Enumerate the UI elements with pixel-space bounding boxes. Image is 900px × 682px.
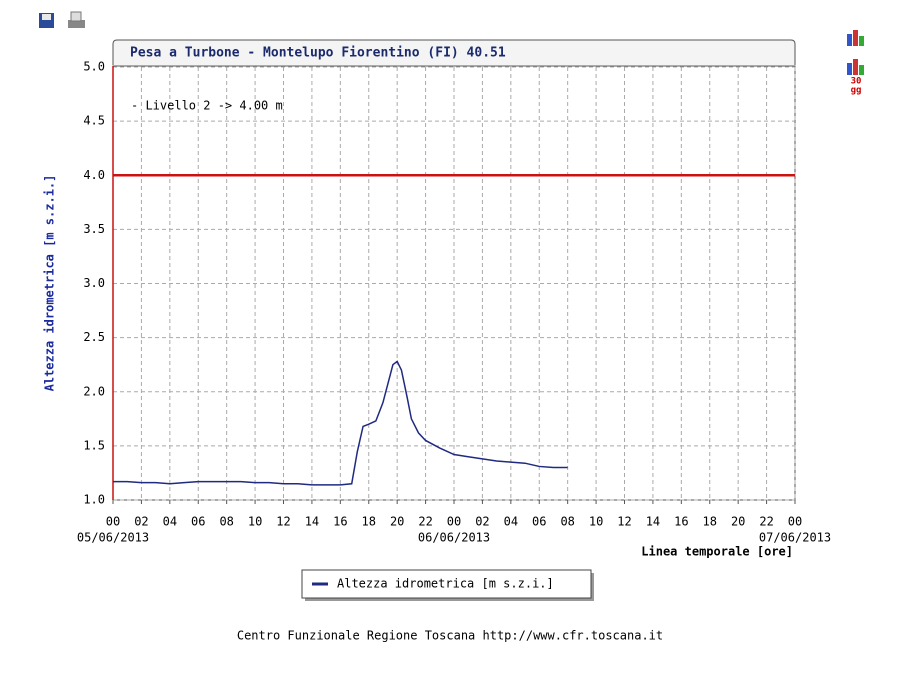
x-tick-label: 04: [504, 515, 518, 529]
y-tick-label: 1.0: [83, 493, 105, 507]
x-tick-label: 00: [447, 515, 461, 529]
print-icon-body: [68, 20, 85, 28]
y-tick-label: 5.0: [83, 60, 105, 74]
y-tick-label: 2.0: [83, 384, 105, 398]
print-icon[interactable]: [68, 11, 85, 28]
date-label: 07/06/2013: [759, 531, 831, 545]
legend-box: [301, 569, 592, 599]
x-tick-label: 08: [219, 515, 233, 529]
y-tick-label: 4.5: [83, 114, 105, 128]
icon-text: gg: [851, 86, 862, 96]
x-tick-label: 06: [191, 515, 205, 529]
title-box: [112, 39, 796, 65]
x-tick-label: 12: [617, 515, 631, 529]
x-tick-label: 18: [703, 515, 717, 529]
x-tick-label: 12: [276, 515, 290, 529]
x-tick-label: 20: [731, 515, 745, 529]
x-tick-label: 16: [674, 515, 688, 529]
x-tick-label: 22: [418, 515, 432, 529]
y-tick-label: 1.5: [83, 438, 105, 452]
chart-icon[interactable]: [847, 30, 864, 46]
x-tick-label: 08: [560, 515, 574, 529]
legend-label: Altezza idrometrica [m s.z.i.]: [337, 577, 554, 591]
icon-bar: [853, 59, 858, 75]
icon-bar: [859, 65, 864, 75]
y-axis-label: Altezza idrometrica [m s.z.i.]: [43, 175, 57, 392]
x-tick-label: 20: [390, 515, 404, 529]
x-tick-label: 16: [333, 515, 347, 529]
x-tick-label: 02: [134, 515, 148, 529]
save-icon-label: [42, 14, 51, 20]
icon-bar: [853, 30, 858, 46]
y-tick-label: 3.0: [83, 276, 105, 290]
x-tick-label: 02: [475, 515, 489, 529]
y-tick-label: 2.5: [83, 330, 105, 344]
icon-bar: [859, 36, 864, 46]
footer: Centro Funzionale Regione Toscana http:/…: [237, 629, 663, 643]
x-axis-label: Linea temporale [ore]: [641, 545, 793, 559]
icon-bar: [847, 34, 852, 46]
print-icon-paper: [70, 11, 82, 22]
x-tick-label: 00: [788, 515, 802, 529]
x-tick-label: 06: [532, 515, 546, 529]
date-label: 06/06/2013: [418, 531, 490, 545]
x-tick-label: 14: [646, 515, 660, 529]
icon-text: 30: [851, 77, 862, 87]
save-icon[interactable]: [39, 13, 54, 28]
chart-title: Pesa a Turbone - Montelupo Fiorentino (F…: [130, 46, 506, 61]
series-line: [113, 360, 568, 486]
x-tick-label: 22: [759, 515, 773, 529]
chart-30-icon[interactable]: 30 gg: [847, 59, 864, 96]
y-tick-label: 4.0: [83, 168, 105, 182]
x-tick-label: 18: [362, 515, 376, 529]
y-tick-label: 3.5: [83, 222, 105, 236]
x-tick-label: 00: [106, 515, 120, 529]
x-tick-label: 10: [248, 515, 262, 529]
date-label: 05/06/2013: [77, 531, 149, 545]
threshold-label: - Livello 2 -> 4.00 m: [131, 99, 283, 113]
x-tick-label: 10: [589, 515, 603, 529]
icon-bar: [847, 63, 852, 75]
x-tick-label: 04: [163, 515, 177, 529]
x-tick-label: 14: [305, 515, 319, 529]
